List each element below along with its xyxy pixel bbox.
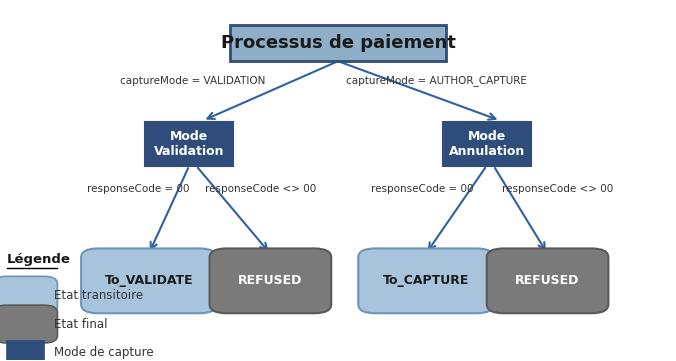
Text: To_CAPTURE: To_CAPTURE (383, 274, 469, 287)
FancyBboxPatch shape (487, 248, 608, 313)
Text: responseCode <> 00: responseCode <> 00 (205, 184, 316, 194)
Text: Mode
Validation: Mode Validation (154, 130, 224, 158)
Text: Etat final: Etat final (54, 318, 107, 331)
Text: Etat transitoire: Etat transitoire (54, 289, 143, 302)
FancyBboxPatch shape (0, 277, 57, 314)
FancyBboxPatch shape (210, 248, 331, 313)
Text: REFUSED: REFUSED (238, 274, 303, 287)
FancyBboxPatch shape (81, 248, 216, 313)
Text: captureMode = AUTHOR_CAPTURE: captureMode = AUTHOR_CAPTURE (345, 75, 527, 87)
Text: Processus de paiement: Processus de paiement (220, 34, 456, 52)
Text: Légende: Légende (7, 253, 70, 266)
FancyBboxPatch shape (358, 248, 493, 313)
Text: responseCode = 00: responseCode = 00 (371, 184, 474, 194)
Text: responseCode <> 00: responseCode <> 00 (502, 184, 613, 194)
Text: responseCode = 00: responseCode = 00 (87, 184, 190, 194)
FancyBboxPatch shape (145, 122, 233, 166)
FancyBboxPatch shape (230, 25, 446, 61)
FancyBboxPatch shape (443, 122, 531, 166)
Text: Mode
Annulation: Mode Annulation (449, 130, 525, 158)
FancyBboxPatch shape (7, 341, 44, 361)
Text: To_VALIDATE: To_VALIDATE (104, 274, 193, 287)
Text: Mode de capture: Mode de capture (54, 346, 153, 359)
FancyBboxPatch shape (0, 305, 57, 343)
Text: captureMode = VALIDATION: captureMode = VALIDATION (120, 76, 266, 86)
Text: REFUSED: REFUSED (515, 274, 580, 287)
